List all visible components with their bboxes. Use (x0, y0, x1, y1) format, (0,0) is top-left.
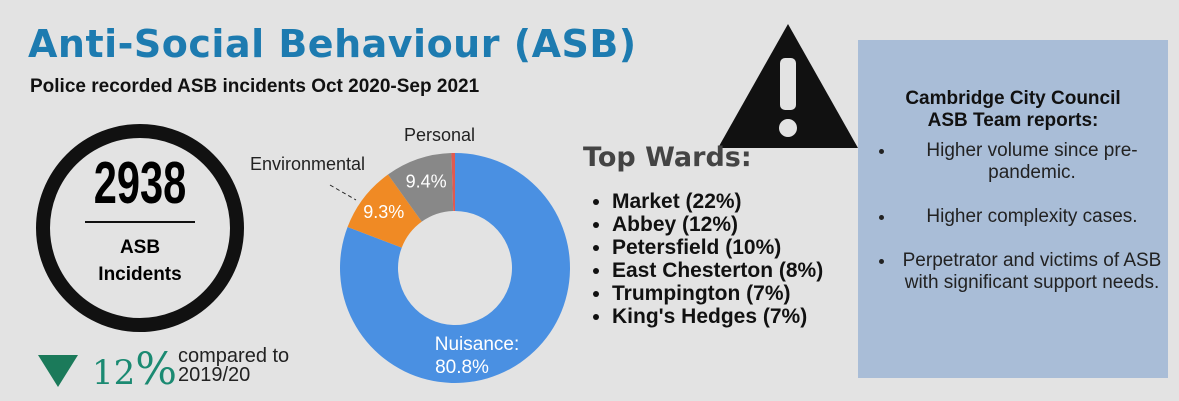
slice-label: Nuisance: (435, 334, 520, 355)
list-item: Perpetrator and victims of ASB with sign… (896, 250, 1168, 294)
change-unit: % (135, 344, 178, 395)
value-label: 9.3% (363, 202, 404, 222)
list-item: Trumpington (7%) (612, 282, 842, 305)
title: Anti-Social Behaviour (ASB) (28, 22, 637, 66)
slice (387, 153, 454, 222)
list-item: Higher volume since pre- pandemic. (896, 140, 1168, 184)
council-title-line: Cambridge City Council (905, 88, 1121, 109)
count: 2938 (94, 148, 187, 215)
count-label: Incidents (98, 264, 181, 285)
slice (451, 153, 455, 212)
council-title-line: ASB Team reports: (927, 110, 1099, 131)
wards-title: Top Wards: (583, 142, 752, 173)
list-item: Petersfield (10%) (612, 236, 842, 259)
council-list: Higher volume since pre- pandemic. Higher… (876, 140, 1168, 316)
wards-list: Market (22%)Abbey (12%)Petersfield (10%)… (590, 190, 842, 328)
list-item: East Chesterton (8%) (612, 259, 842, 282)
list-item: Market (22%) (612, 190, 842, 213)
list-item: Higher complexity cases. (896, 206, 1168, 228)
warning-icon (780, 58, 796, 110)
value-label: 80.8% (435, 357, 489, 378)
change: 12% (92, 344, 177, 395)
comparison: compared to 2019/20 (178, 345, 290, 386)
slice (340, 153, 570, 383)
list-item: Abbey (12%) (612, 213, 842, 236)
count-ring (36, 124, 244, 332)
donut-chart: Nuisance:80.8% 9.3%9.4% Environmental Perso… (250, 125, 570, 383)
slice-label: Personal (404, 125, 475, 145)
count-label: ASB (120, 237, 160, 258)
comparison-text: compared to (178, 345, 290, 367)
leader-line (329, 184, 357, 201)
warning-icon (779, 119, 797, 137)
subtitle: Police recorded ASB incidents Oct 2020-S… (30, 76, 480, 97)
change-value: 12 (92, 353, 136, 393)
council-box: Cambridge City Council ASB Team reports: … (858, 40, 1168, 378)
slice-label: Environmental (250, 154, 365, 174)
council-title: Cambridge City Council ASB Team reports: (858, 88, 1168, 132)
comparison-text: 2019/20 (178, 364, 251, 386)
value-label: 9.4% (406, 172, 447, 192)
list-item: King's Hedges (7%) (612, 305, 842, 328)
slice (347, 174, 422, 248)
down-arrow (38, 355, 78, 387)
